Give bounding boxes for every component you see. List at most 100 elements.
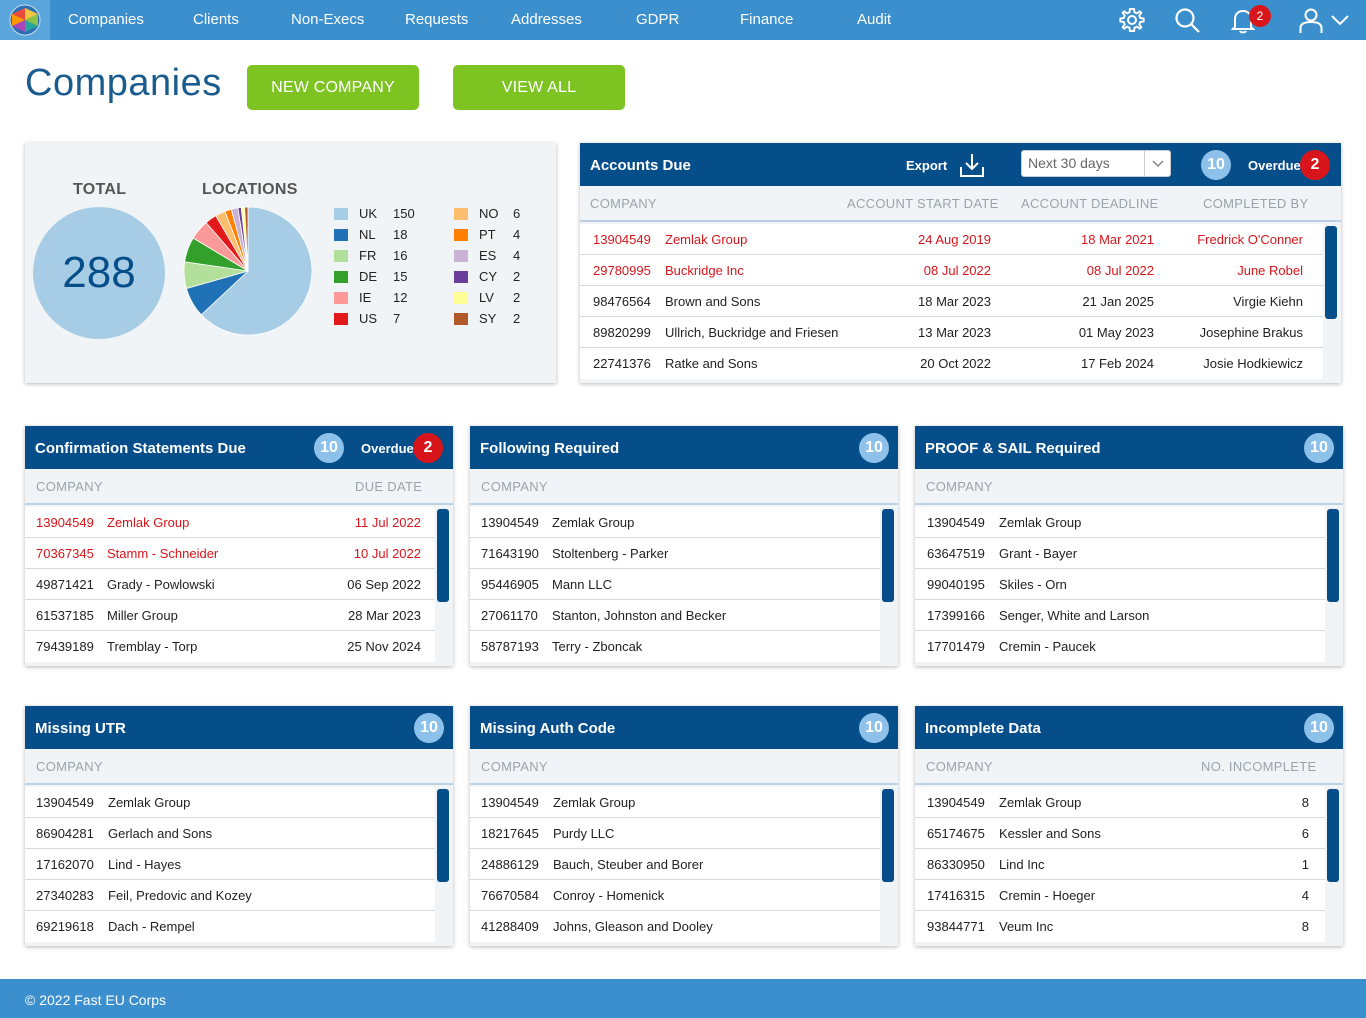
company-name[interactable]: Cremin - Hoeger [999,888,1096,903]
company-name[interactable]: Johns, Gleason and Dooley [553,919,713,934]
company-name[interactable]: Miller Group [107,608,178,623]
company-name[interactable]: Buckridge Inc [665,263,744,278]
scrollbar-thumb[interactable] [1327,509,1339,602]
scrollbar-thumb[interactable] [882,789,894,882]
company-name[interactable]: Feil, Predovic and Kozey [108,888,252,903]
company-name[interactable]: Skiles - Orn [999,577,1067,592]
table-row[interactable]: 98476564 Brown and Sons 18 Mar 2023 21 J… [580,286,1323,317]
company-name[interactable]: Zemlak Group [999,795,1082,810]
company-name[interactable]: Grant - Bayer [999,546,1078,561]
table-row[interactable]: 61537185 Miller Group 28 Mar 2023 [25,600,435,631]
chevron-down-icon[interactable] [1330,8,1350,32]
company-name[interactable]: Conroy - Homenick [553,888,665,903]
list-item[interactable]: 27061170 Stanton, Johnston and Becker [470,600,880,631]
company-name[interactable]: Dach - Rempel [108,919,195,934]
nav-clients[interactable]: Clients [193,11,239,28]
company-name[interactable]: Veum Inc [999,919,1054,934]
nav-finance[interactable]: Finance [740,11,794,28]
user-icon[interactable] [1297,6,1325,34]
company-name[interactable]: Bauch, Steuber and Borer [553,857,704,872]
table-row[interactable]: 17416315 Cremin - Hoeger 4 [915,880,1325,911]
list-item[interactable]: 13904549 Zemlak Group [915,507,1325,538]
company-name[interactable]: Stamm - Schneider [107,546,219,561]
company-name[interactable]: Grady - Powlowski [107,577,215,592]
nav-audit[interactable]: Audit [857,11,892,28]
company-name[interactable]: Stanton, Johnston and Becker [552,608,727,623]
table-row[interactable]: 93844771 Veum Inc 8 [915,911,1325,942]
scrollbar-thumb[interactable] [882,509,894,602]
company-name[interactable]: Tremblay - Torp [107,639,198,654]
list-item[interactable]: 63647519 Grant - Bayer [915,538,1325,569]
list-item[interactable]: 18217645 Purdy LLC [470,818,880,849]
gear-icon[interactable] [1118,6,1146,34]
scrollbar[interactable] [1325,226,1337,383]
scrollbar[interactable] [1327,509,1339,666]
company-name[interactable]: Zemlak Group [108,795,191,810]
company-name[interactable]: Gerlach and Sons [108,826,213,841]
notification-count-badge[interactable]: 2 [1249,5,1271,27]
list-item[interactable]: 27340283 Feil, Predovic and Kozey [25,880,435,911]
list-item[interactable]: 41288409 Johns, Gleason and Dooley [470,911,880,942]
table-row[interactable]: 86330950 Lind Inc 1 [915,849,1325,880]
list-item[interactable]: 24886129 Bauch, Steuber and Borer [470,849,880,880]
table-row[interactable]: 49871421 Grady - Powlowski 06 Sep 2022 [25,569,435,600]
scrollbar[interactable] [882,789,894,946]
company-name[interactable]: Zemlak Group [552,515,635,530]
company-name[interactable]: Lind Inc [999,857,1045,872]
table-row[interactable]: 89820299 Ullrich, Buckridge and Friesen … [580,317,1323,348]
scrollbar-thumb[interactable] [1327,789,1339,882]
scrollbar[interactable] [437,509,449,666]
company-name[interactable]: Mann LLC [552,577,612,592]
list-item[interactable]: 86904281 Gerlach and Sons [25,818,435,849]
list-item[interactable]: 95446905 Mann LLC [470,569,880,600]
nav-requests[interactable]: Requests [405,11,469,28]
company-name[interactable]: Terry - Zboncak [552,639,643,654]
scrollbar-thumb[interactable] [1325,226,1337,319]
company-name[interactable]: Brown and Sons [665,294,761,309]
company-name[interactable]: Ullrich, Buckridge and Friesen [665,325,839,340]
list-item[interactable]: 17399166 Senger, White and Larson [915,600,1325,631]
table-row[interactable]: 79439189 Tremblay - Torp 25 Nov 2024 [25,631,435,662]
nav-addresses[interactable]: Addresses [511,11,582,28]
list-item[interactable]: 58787193 Terry - Zboncak [470,631,880,662]
company-name[interactable]: Senger, White and Larson [999,608,1150,623]
nav-gdpr[interactable]: GDPR [636,11,680,28]
list-item[interactable]: 13904549 Zemlak Group [470,787,880,818]
scrollbar[interactable] [882,509,894,666]
table-row[interactable]: 13904549 Zemlak Group 24 Aug 2019 18 Mar… [580,224,1323,255]
table-row[interactable]: 22741376 Ratke and Sons 20 Oct 2022 17 F… [580,348,1323,379]
scrollbar[interactable] [1327,789,1339,946]
company-name[interactable]: Stoltenberg - Parker [552,546,669,561]
list-item[interactable]: 13904549 Zemlak Group [25,787,435,818]
scrollbar-thumb[interactable] [437,509,449,602]
company-name[interactable]: Ratke and Sons [665,356,758,371]
list-item[interactable]: 71643190 Stoltenberg - Parker [470,538,880,569]
new-company-button[interactable]: NEW COMPANY [247,65,419,110]
view-all-button[interactable]: VIEW ALL [453,65,625,110]
table-row[interactable]: 29780995 Buckridge Inc 08 Jul 2022 08 Ju… [580,255,1323,286]
scrollbar[interactable] [437,789,449,946]
list-item[interactable]: 13904549 Zemlak Group [470,507,880,538]
list-item[interactable]: 99040195 Skiles - Orn [915,569,1325,600]
company-name[interactable]: Cremin - Paucek [999,639,1096,654]
company-name[interactable]: Zemlak Group [107,515,190,530]
search-icon[interactable] [1173,6,1201,34]
app-logo[interactable] [0,0,50,40]
date-range-select[interactable]: Next 30 days [1021,150,1171,177]
export-button[interactable]: Export [906,158,948,173]
table-row[interactable]: 70367345 Stamm - Schneider 10 Jul 2022 [25,538,435,569]
table-row[interactable]: 13904549 Zemlak Group 8 [915,787,1325,818]
download-icon[interactable] [958,152,986,178]
nav-companies[interactable]: Companies [68,11,144,28]
company-name[interactable]: Zemlak Group [665,232,748,247]
list-item[interactable]: 17162070 Lind - Hayes [25,849,435,880]
company-name[interactable]: Lind - Hayes [108,857,181,872]
table-row[interactable]: 13904549 Zemlak Group 11 Jul 2022 [25,507,435,538]
company-name[interactable]: Kessler and Sons [999,826,1101,841]
company-name[interactable]: Zemlak Group [553,795,636,810]
company-name[interactable]: Purdy LLC [553,826,615,841]
company-name[interactable]: Zemlak Group [999,515,1082,530]
table-row[interactable]: 65174675 Kessler and Sons 6 [915,818,1325,849]
list-item[interactable]: 69219618 Dach - Rempel [25,911,435,942]
scrollbar-thumb[interactable] [437,789,449,882]
